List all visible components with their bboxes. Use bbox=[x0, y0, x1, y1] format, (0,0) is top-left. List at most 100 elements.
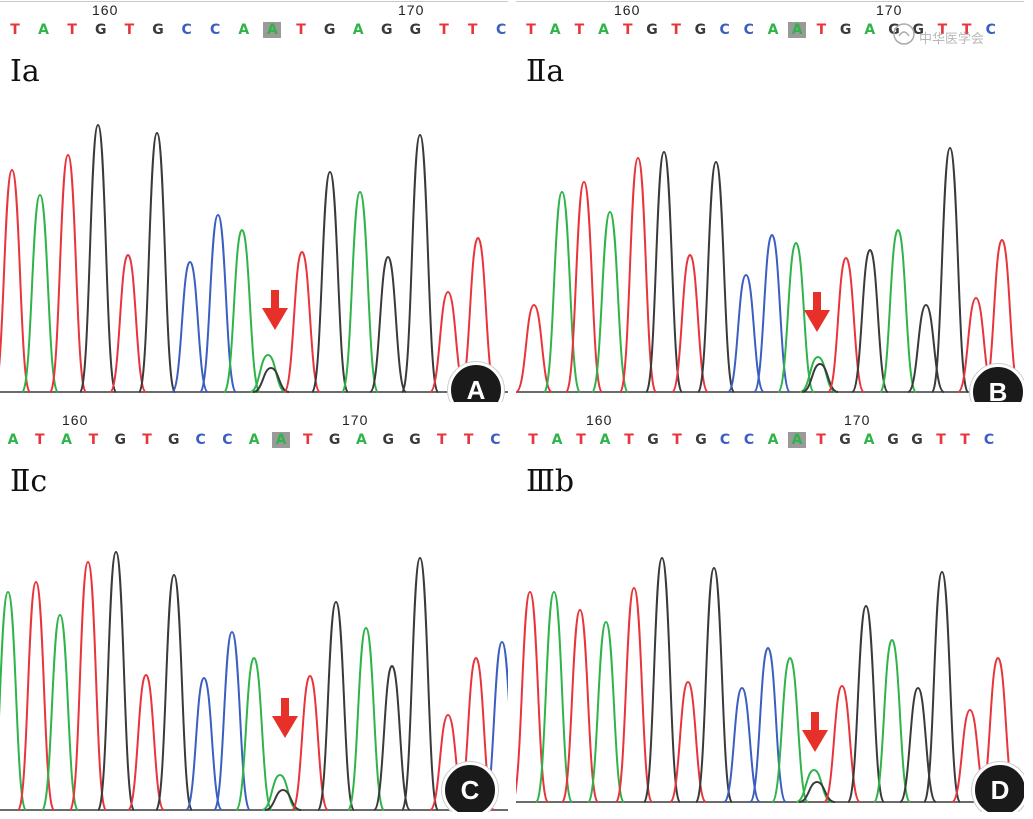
trace-peak-t bbox=[671, 253, 709, 393]
down-arrow-icon bbox=[802, 712, 828, 752]
trace-peak-t bbox=[827, 256, 865, 393]
base-letter: G bbox=[382, 432, 394, 448]
trace-peak-a bbox=[347, 626, 385, 811]
ruler-line bbox=[516, 1, 1024, 2]
base-letter: T bbox=[671, 22, 681, 38]
base-letter: T bbox=[526, 22, 536, 38]
down-arrow-icon bbox=[272, 698, 298, 738]
group-label: Ⅲb bbox=[526, 464, 575, 499]
base-letter: A bbox=[788, 432, 806, 448]
down-arrow-icon bbox=[804, 292, 830, 332]
trace-peak-c bbox=[199, 213, 237, 393]
base-letter: G bbox=[694, 22, 707, 38]
trace-peak-t bbox=[69, 560, 107, 811]
trace-peak-a bbox=[879, 228, 917, 393]
panel-badge: B bbox=[970, 364, 1024, 402]
base-letter: G bbox=[95, 22, 107, 38]
trace-peak-a bbox=[587, 620, 625, 803]
base-letter: T bbox=[624, 432, 634, 448]
panel-badge: D bbox=[972, 762, 1024, 812]
trace-peak-g bbox=[643, 556, 681, 803]
trace-peak-t bbox=[49, 153, 87, 393]
position-label-170: 170 bbox=[876, 2, 903, 18]
group-label: Ⅱa bbox=[526, 54, 565, 89]
base-letter: G bbox=[888, 22, 900, 38]
trace-peak-g bbox=[155, 573, 193, 811]
trace-peak-g bbox=[138, 131, 176, 393]
base-letter: T bbox=[576, 432, 586, 448]
trace-peak-g bbox=[923, 570, 961, 803]
base-letter: C bbox=[490, 432, 501, 448]
panel-badge: C bbox=[442, 762, 498, 812]
base-letter: T bbox=[623, 22, 633, 38]
base-letter: C bbox=[743, 22, 754, 38]
chromatogram-trace bbox=[0, 550, 508, 811]
trace-peak-g bbox=[401, 133, 439, 393]
base-letter: G bbox=[646, 22, 658, 38]
base-letter: A bbox=[61, 432, 73, 448]
base-letter: G bbox=[911, 432, 923, 448]
trace-peak-t bbox=[561, 608, 599, 803]
seal-logo-icon bbox=[893, 23, 915, 45]
group-label: Ⅰa bbox=[10, 54, 40, 89]
base-letter: T bbox=[296, 22, 306, 38]
trace-peak-t bbox=[109, 253, 147, 393]
base-letter: G bbox=[168, 432, 180, 448]
trace-peak-c bbox=[185, 676, 223, 811]
base-letter: G bbox=[695, 432, 707, 448]
base-letter: C bbox=[985, 22, 996, 38]
base-letter: G bbox=[409, 22, 422, 38]
position-label-170: 170 bbox=[844, 412, 871, 428]
trace-peak-t bbox=[17, 580, 55, 811]
base-letter: T bbox=[142, 432, 152, 448]
trace-peak-t bbox=[283, 250, 321, 393]
base-letter: T bbox=[937, 22, 948, 38]
chromatogram-trace bbox=[0, 123, 508, 393]
base-letter: G bbox=[323, 22, 336, 38]
trace-peak-a bbox=[777, 241, 815, 393]
trace-peak-t bbox=[291, 674, 329, 811]
trace-peak-a bbox=[261, 773, 299, 811]
trace-peak-t bbox=[516, 303, 553, 393]
base-letter: C bbox=[222, 432, 233, 448]
trace-peak-t bbox=[983, 238, 1021, 393]
trace-peak-a bbox=[799, 355, 837, 393]
base-letter: G bbox=[152, 22, 164, 38]
base-letter: A bbox=[863, 432, 875, 448]
trace-peak-g bbox=[373, 664, 411, 811]
base-letter: T bbox=[35, 432, 45, 448]
base-letter: C bbox=[719, 432, 731, 448]
base-letter: T bbox=[574, 22, 585, 38]
base-letter: A bbox=[238, 22, 250, 38]
base-letter: C bbox=[743, 432, 755, 448]
trace-peak-c bbox=[727, 273, 765, 393]
base-letter: A bbox=[38, 22, 50, 38]
base-letter: C bbox=[983, 432, 995, 448]
trace-peak-t bbox=[459, 236, 497, 393]
base-letter: A bbox=[272, 432, 290, 448]
trace-peak-t bbox=[516, 590, 549, 803]
base-letter: G bbox=[409, 432, 421, 448]
trace-peak-a bbox=[249, 353, 287, 393]
trace-peak-a bbox=[223, 228, 261, 393]
trace-peak-c bbox=[749, 646, 787, 803]
base-letter: T bbox=[816, 22, 827, 38]
base-letter: T bbox=[124, 22, 135, 38]
trace-peak-a bbox=[771, 656, 809, 803]
trace-peak-a bbox=[235, 656, 273, 811]
base-letter: A bbox=[248, 432, 260, 448]
base-letter: G bbox=[328, 432, 341, 448]
base-letter: C bbox=[210, 22, 221, 38]
position-label-160: 160 bbox=[586, 412, 613, 428]
base-letter: T bbox=[816, 432, 826, 448]
base-letter: G bbox=[912, 22, 924, 38]
trace-peak-c bbox=[171, 260, 209, 393]
trace-peak-g bbox=[79, 123, 117, 393]
base-letter: T bbox=[960, 432, 970, 448]
base-letter: G bbox=[114, 432, 126, 448]
trace-peak-a bbox=[873, 638, 911, 803]
